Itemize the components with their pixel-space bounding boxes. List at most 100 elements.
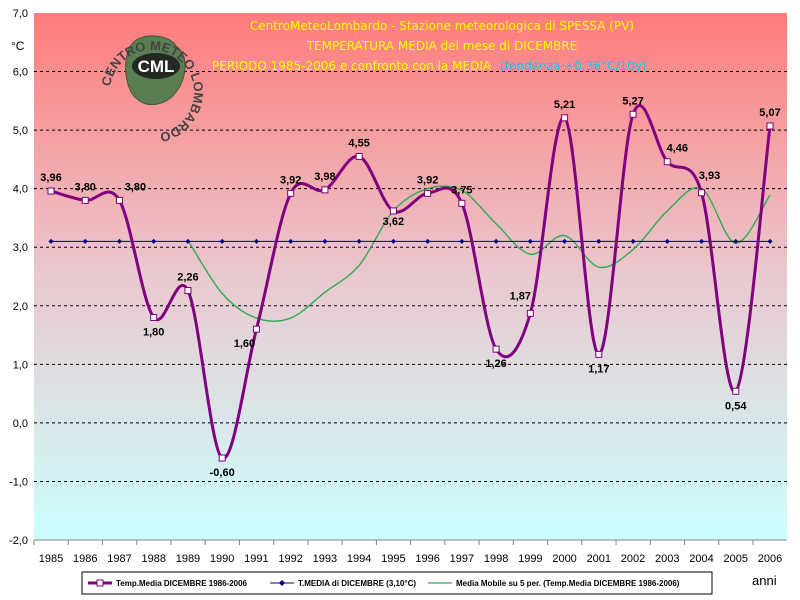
data-label: 3,98 — [314, 171, 335, 183]
data-label: 5,27 — [622, 95, 643, 107]
series-t-media-point — [767, 238, 773, 244]
series-temp-media-point — [150, 313, 158, 321]
x-tick-label: 1985 — [39, 553, 63, 565]
data-label: 3,75 — [451, 184, 472, 196]
legend-entry-media-mobile: Media Mobile su 5 per. (Temp.Media DICEM… — [456, 579, 680, 588]
series-t-media-point — [82, 238, 88, 244]
series-lines — [47, 104, 774, 462]
y-tick-label: 0,0 — [13, 418, 28, 430]
series-t-media-point — [185, 238, 191, 244]
series-temp-media-point — [458, 199, 466, 207]
series-t-media-point — [664, 238, 670, 244]
data-label: 1,80 — [143, 326, 164, 338]
data-label: 1,17 — [588, 363, 609, 375]
series-temp-media-point — [663, 158, 671, 166]
y-tick-label: -1,0 — [9, 476, 28, 488]
x-tick-label: 1986 — [73, 553, 97, 565]
legend-entry-temp-media: Temp.Media DICEMBRE 1986-2006 — [116, 579, 248, 588]
x-tick-label: 1991 — [244, 553, 268, 565]
series-temp-media-point — [698, 189, 706, 197]
series-temp-media-point — [629, 110, 637, 118]
data-label: 3,80 — [125, 181, 146, 193]
series-temp-media-point — [595, 350, 603, 358]
x-tick-label: 1993 — [313, 553, 337, 565]
series-temp-media-point — [561, 114, 569, 122]
data-label: 3,62 — [383, 216, 404, 228]
chart-title-trend: (tendenza +0,36°C/10y) — [500, 59, 647, 73]
legend: Temp.Media DICEMBRE 1986-2006 T.MEDIA di… — [81, 571, 713, 595]
series-t-media-point — [425, 238, 431, 244]
series-t-media-point — [390, 238, 396, 244]
y-tick-label: 5,0 — [13, 125, 28, 137]
x-tick-label: 1996 — [415, 553, 439, 565]
y-tick-label: 6,0 — [13, 67, 28, 79]
x-tick-label: 1997 — [450, 553, 474, 565]
x-tick-label: 1988 — [141, 553, 165, 565]
y-tick-label: 3,0 — [13, 242, 28, 254]
data-label: 5,07 — [759, 107, 780, 119]
x-axis-unit: anni — [752, 573, 777, 588]
data-label: 4,55 — [348, 137, 369, 149]
y-tick-label: -2,0 — [9, 535, 28, 547]
series-t-media-point — [596, 238, 602, 244]
series-temp-media-point — [81, 196, 89, 204]
x-tick-label: 2003 — [655, 553, 679, 565]
series-t-media-point — [459, 238, 465, 244]
series-t-media-point — [356, 238, 362, 244]
series-temp-media-point — [389, 207, 397, 215]
y-tick-label: 4,0 — [13, 184, 28, 196]
series-t-media-point — [253, 238, 259, 244]
y-tick-label: 1,0 — [13, 359, 28, 371]
series-temp-media-point — [732, 387, 740, 395]
data-label: 4,46 — [667, 143, 688, 155]
x-tick-label: 2004 — [689, 553, 713, 565]
x-axis-ticks: 1985 1986 1987 1988 1989 1990 1991 1992 1993 1994… — [33, 539, 787, 565]
y-tick-label: 2,0 — [13, 301, 28, 313]
series-t-media-point — [322, 238, 328, 244]
series-media-mobile-line — [187, 185, 771, 322]
data-label: 2,26 — [177, 272, 198, 284]
data-label: 1,26 — [485, 358, 506, 370]
series-t-media-point — [699, 238, 705, 244]
data-label: 3,96 — [40, 172, 61, 184]
y-axis-ticks: -2,0 -1,0 0,0 1,0 2,0 3,0 4,0 5,0 6,0 7,0 — [9, 8, 28, 547]
series-temp-media-point — [526, 309, 534, 317]
data-label: 3,92 — [280, 174, 301, 186]
x-tick-label: 1992 — [278, 553, 302, 565]
x-tick-label: 1998 — [484, 553, 508, 565]
series-t-media-point — [527, 238, 533, 244]
series-t-media-point — [219, 238, 225, 244]
x-tick-label: 1987 — [107, 553, 131, 565]
data-label: 1,87 — [510, 290, 531, 302]
legend-entry-t-media: T.MEDIA di DICEMBRE (3,10°C) — [298, 579, 416, 588]
series-t-media-point — [151, 238, 157, 244]
data-label: -0,60 — [210, 467, 235, 479]
series-temp-media-point — [492, 345, 500, 353]
series-t-media-point — [493, 238, 499, 244]
chart-title-period: PERIODO 1985-2006 e confronto con la MED… — [212, 59, 492, 73]
series-t-media-point — [116, 238, 122, 244]
chart-title-line1: CentroMeteoLombardo - Stazione meteorolo… — [250, 19, 634, 33]
series-t-media-point — [630, 238, 636, 244]
x-tick-label: 2002 — [621, 553, 645, 565]
cml-logo-abbr: CML — [138, 57, 175, 76]
series-t-media-point — [48, 238, 54, 244]
series-temp-media-point — [115, 196, 123, 204]
data-label: 0,54 — [725, 400, 747, 412]
chart-title-line2: TEMPERATURA MEDIA del mese di DICEMBRE — [306, 39, 578, 53]
data-label: 3,93 — [699, 170, 720, 182]
data-label: 5,21 — [554, 99, 575, 111]
chart-title-line3: PERIODO 1985-2006 e confronto con la MED… — [212, 59, 647, 73]
series-temp-media-point — [321, 186, 329, 194]
x-tick-label: 2005 — [724, 553, 748, 565]
x-tick-label: 1994 — [347, 553, 371, 565]
series-t-media-point — [288, 238, 294, 244]
series-temp-media-point — [424, 189, 432, 197]
x-tick-label: 1999 — [518, 553, 542, 565]
series-t-media-point — [562, 238, 568, 244]
series-t-media-point — [733, 238, 739, 244]
data-label: 3,80 — [75, 181, 96, 193]
series-temp-media-point — [218, 454, 226, 462]
series-temp-media-point — [766, 122, 774, 130]
